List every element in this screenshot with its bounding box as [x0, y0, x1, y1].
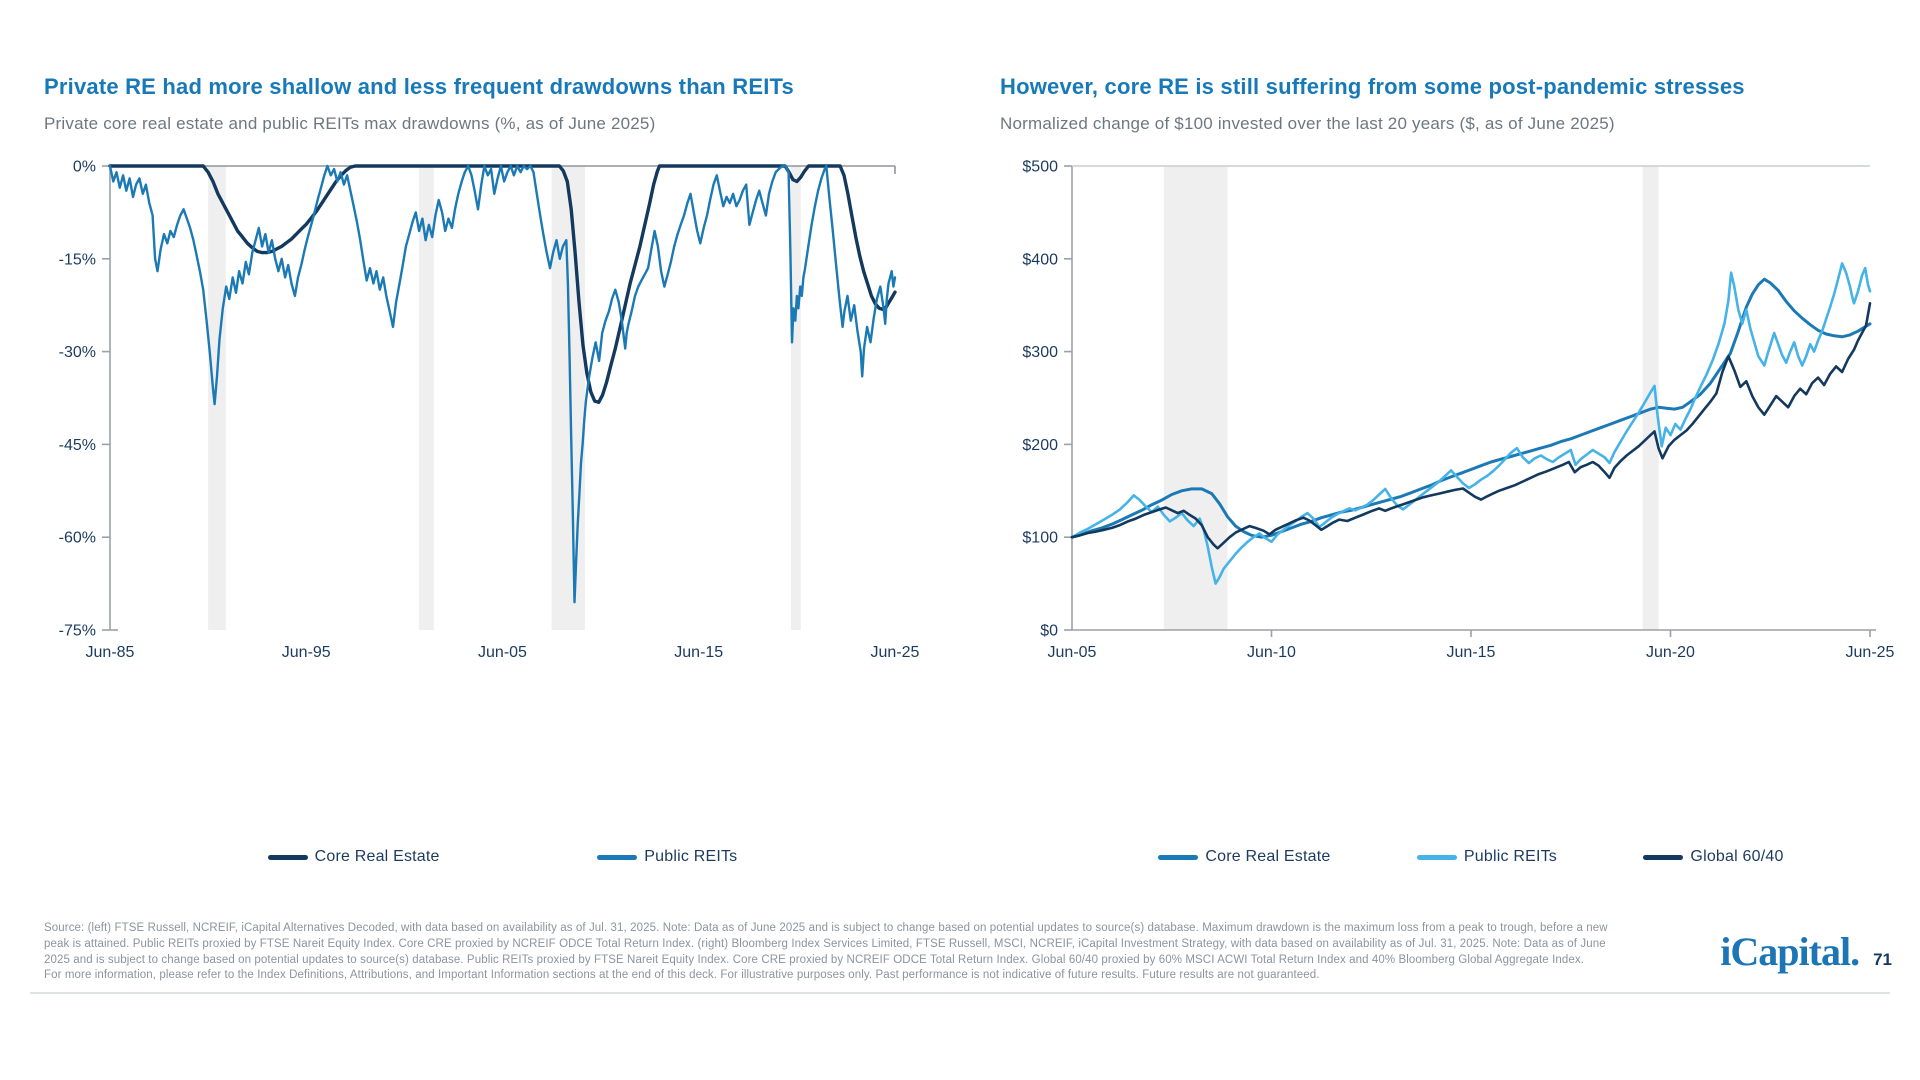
recession-band	[551, 166, 585, 630]
right-panel-header: However, core RE is still suffering from…	[1000, 74, 1920, 134]
footnote-line: 2025 and is subject to change based on p…	[44, 953, 1585, 966]
series-core-real-estate	[1070, 277, 1872, 539]
series-public-reits	[1070, 262, 1872, 585]
brand-block: iCapital. 71	[1720, 928, 1892, 975]
legend-label: Public REITs	[1463, 848, 1557, 865]
public-reits-line-swatch	[1416, 854, 1457, 860]
x-tick-label: Jun-15	[674, 644, 723, 661]
y-tick-label: -45%	[59, 437, 96, 454]
public-reits-line-swatch	[597, 854, 638, 860]
left-chart-subtitle: Private core real estate and public REIT…	[44, 114, 656, 133]
x-tick-label: Jun-05	[478, 644, 527, 661]
series-core-real-estate	[108, 164, 897, 404]
legend-label: Core Real Estate	[314, 848, 440, 865]
legend-item-global-60-40: Global 60/40	[1643, 848, 1783, 866]
core-real-estate-line-swatch	[267, 854, 308, 860]
bottom-divider-line	[30, 992, 1890, 994]
y-tick-label: -30%	[59, 344, 96, 361]
x-tick-label: Jun-85	[86, 644, 135, 661]
recession-band	[1642, 166, 1659, 630]
y-tick-label: $0	[1040, 623, 1058, 640]
recession-band	[790, 166, 801, 630]
charts-canvas: 0% -15% -30% -45% -60% -75% Jun-85 Jun-95 Jun-05…	[59, 159, 1895, 662]
x-tick-label: Jun-05	[1048, 644, 1097, 661]
left-chart-legend: Core Real Estate Public REITs	[110, 843, 895, 871]
icapital-logo: iCapital.	[1720, 929, 1860, 974]
y-tick-label: $500	[1022, 159, 1058, 176]
recession-band	[208, 166, 226, 630]
right-chart-subtitle: Normalized change of $100 invested over …	[1000, 114, 1615, 133]
y-tick-label: $300	[1022, 344, 1058, 361]
global-60-40-line-swatch	[1643, 854, 1684, 860]
x-tick-label: Jun-25	[871, 644, 920, 661]
left-panel-header: Private RE had more shallow and less fre…	[44, 74, 964, 134]
y-tick-label: -75%	[59, 623, 96, 640]
y-tick-label: $400	[1022, 251, 1058, 268]
source-footnote: Source: (left) FTSE Russell, NCREIF, iCa…	[44, 921, 1664, 984]
x-tick-label: Jun-20	[1646, 644, 1695, 661]
legend-item-core-real-estate: Core Real Estate	[1158, 848, 1330, 866]
x-tick-label: Jun-10	[1247, 644, 1296, 661]
left-chart-title: Private RE had more shallow and less fre…	[44, 74, 794, 99]
legend-item-public-reits: Public REITs	[1416, 848, 1557, 866]
core-real-estate-line-swatch	[1158, 854, 1199, 860]
footnote-line: peak is attained. Public REITs proxied b…	[44, 937, 1606, 950]
series-public-reits	[108, 164, 897, 604]
recession-band	[419, 166, 434, 630]
series-global-60-40	[1070, 301, 1872, 550]
right-chart-legend: Core Real Estate Public REITs Global 60/…	[1072, 843, 1870, 871]
x-tick-label: Jun-25	[1846, 644, 1895, 661]
y-tick-label: $100	[1022, 530, 1058, 547]
footnote-line: For more information, please refer to th…	[44, 969, 1320, 982]
y-tick-label: -15%	[59, 251, 96, 268]
y-tick-label: 0%	[73, 159, 96, 176]
legend-label: Core Real Estate	[1205, 848, 1331, 865]
legend-label: Public REITs	[644, 848, 738, 865]
right-chart-title: However, core RE is still suffering from…	[1000, 74, 1745, 99]
legend-label: Global 60/40	[1690, 848, 1784, 865]
legend-item-core-real-estate: Core Real Estate	[267, 848, 440, 866]
y-tick-label: $200	[1022, 437, 1058, 454]
legend-item-public-reits: Public REITs	[597, 848, 737, 866]
y-tick-label: -60%	[59, 530, 96, 547]
x-tick-label: Jun-95	[282, 644, 331, 661]
x-tick-label: Jun-15	[1447, 644, 1496, 661]
footnote-line: Source: (left) FTSE Russell, NCREIF, iCa…	[44, 922, 1608, 934]
page-number: 71	[1873, 950, 1892, 969]
recession-band	[1163, 166, 1228, 630]
